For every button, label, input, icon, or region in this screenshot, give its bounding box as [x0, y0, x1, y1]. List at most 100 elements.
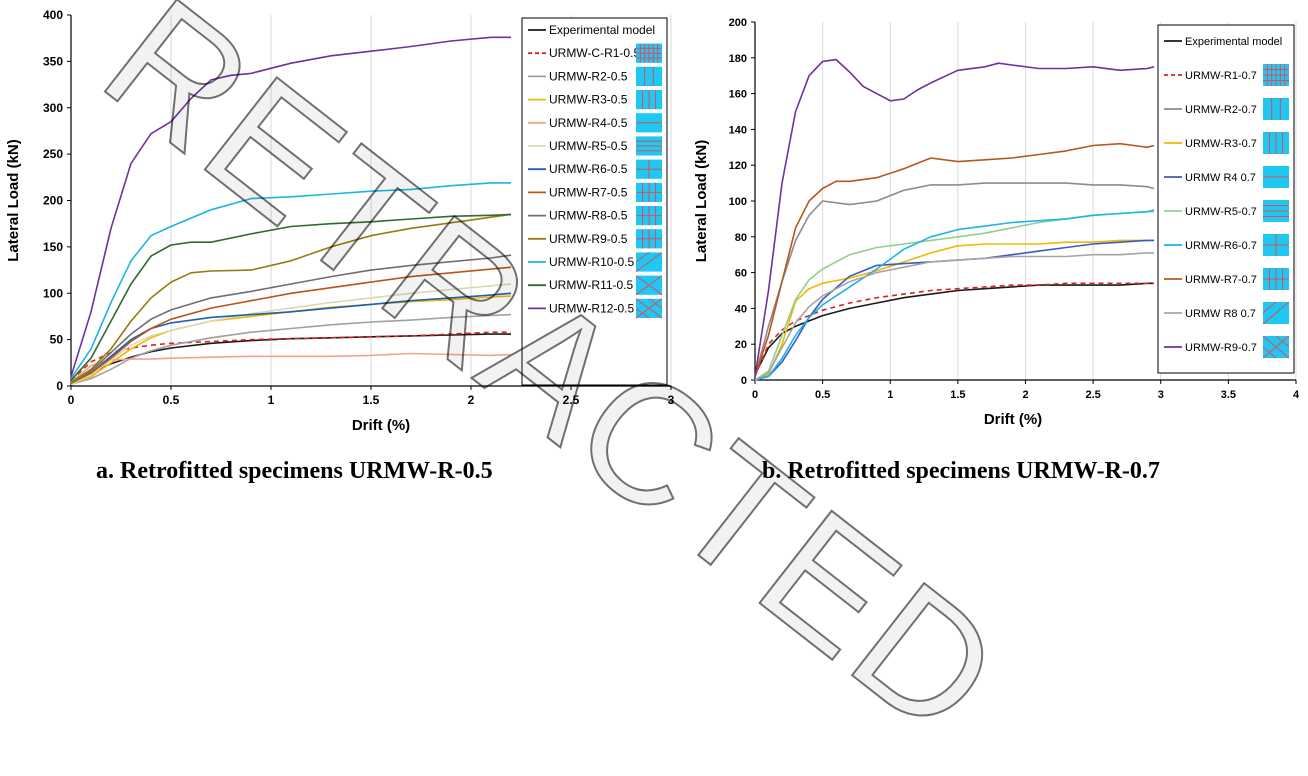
legend-entry: URMW-R5-0.7	[1185, 206, 1257, 218]
series-line	[70, 352, 512, 383]
legend-pattern-icon	[1263, 132, 1289, 154]
y-axis-label: Lateral Load (kN)	[5, 139, 22, 262]
x-tick-label: 3	[1158, 389, 1164, 401]
legend-entry: URMW-R8-0.5	[549, 209, 628, 223]
series-line	[70, 283, 512, 385]
series-line	[754, 142, 1155, 377]
caption-chart-b: b. Retrofitted specimens URMW-R-0.7	[762, 458, 1160, 484]
legend-entry: URMW-R1-0.7	[1185, 70, 1257, 82]
legend-entry: URMW-C-R1-0.5	[549, 46, 640, 60]
legend-entry: URMW-R3-0.7	[1185, 138, 1257, 150]
legend-entry: URMW-R5-0.5	[549, 139, 628, 153]
legend-pattern-icon	[636, 182, 662, 202]
y-tick-label: 120	[729, 160, 747, 172]
y-tick-label: 160	[729, 89, 747, 101]
legend-pattern-icon	[635, 251, 663, 273]
legend-pattern-icon	[635, 275, 663, 296]
y-tick-label: 250	[43, 147, 63, 161]
y-tick-label: 80	[735, 232, 747, 244]
x-tick-label: 2	[468, 393, 475, 407]
legend-entry: URMW-R3-0.5	[549, 93, 628, 107]
legend-pattern-icon	[636, 159, 662, 179]
series-line	[70, 182, 511, 380]
legend-entry: URMW R8 0.7	[1185, 308, 1256, 320]
y-tick-label: 400	[43, 8, 63, 22]
y-tick-label: 0	[56, 379, 63, 393]
legend-pattern-icon	[1263, 200, 1289, 222]
chart-a: 0 50 100 150 200 250 300 350 400 0 0.5 1 1.5 2 2.5 3 Dri…	[5, 8, 675, 434]
y-tick-label: 140	[729, 124, 747, 136]
legend-entry: URMW-R2-0.5	[549, 69, 628, 83]
y-tick-label: 200	[729, 17, 747, 29]
legend-pattern-icon	[636, 113, 662, 133]
legend-pattern-icon	[1262, 301, 1290, 325]
y-tick-label: 100	[729, 196, 747, 208]
y-tick-label: 180	[729, 53, 747, 65]
legend-entry: URMW R4 0.7	[1185, 172, 1256, 184]
y-tick-label: 50	[50, 333, 64, 347]
series-line	[754, 210, 1154, 381]
x-tick-label: 4	[1293, 389, 1300, 401]
x-tick-label: 3	[668, 393, 675, 407]
series-line	[754, 282, 1154, 377]
legend-pattern-icon	[636, 206, 662, 226]
x-tick-label: 1	[268, 393, 275, 407]
y-tick-label: 60	[735, 268, 747, 280]
x-tick-label: 1	[887, 389, 893, 401]
legend-entry: URMW-R2-0.7	[1185, 104, 1257, 116]
legend-pattern-icon	[1263, 166, 1289, 188]
legend-pattern-icon	[1263, 64, 1289, 86]
y-tick-label: 350	[43, 54, 63, 68]
legend-entry: URMW-R7-0.5	[549, 185, 628, 199]
series-line	[70, 333, 511, 383]
x-tick-label: 2.5	[1085, 389, 1100, 401]
series-line	[70, 313, 512, 385]
y-tick-label: 150	[43, 240, 63, 254]
legend-entry: Experimental model	[549, 23, 655, 37]
series-line	[70, 36, 511, 377]
legend-pattern-icon	[636, 90, 662, 110]
series-line	[754, 58, 1155, 377]
x-tick-label: 0	[752, 389, 758, 401]
legend-entry: URMW-R4-0.5	[549, 116, 628, 130]
legend: Experimental model URMW-R1-0.7 URMW-R2-0.7…	[1157, 24, 1295, 374]
legend-pattern-icon	[636, 43, 662, 63]
series-line	[70, 213, 512, 383]
series-line	[754, 282, 1154, 375]
figure: 0 50 100 150 200 250 300 350 400 0 0.5 1 1.5 2 2.5 3 Dri…	[5, 8, 1300, 434]
series-line	[70, 213, 512, 381]
legend-entry: URMW-R10-0.5	[549, 255, 634, 269]
legend-pattern-icon	[636, 136, 662, 156]
x-axis-label: Drift (%)	[352, 417, 410, 434]
y-tick-label: 100	[43, 286, 63, 300]
series-line	[70, 254, 512, 384]
series-line	[70, 266, 512, 384]
series-line	[754, 239, 1154, 381]
series-line	[754, 182, 1155, 377]
y-tick-label: 300	[43, 101, 63, 115]
y-tick-label: 40	[735, 303, 747, 315]
series-line	[754, 209, 1155, 381]
legend-entry: Experimental model	[1185, 36, 1282, 48]
legend-pattern-icon	[636, 66, 662, 86]
legend-pattern-icon	[635, 298, 663, 319]
x-tick-label: 1.5	[363, 393, 380, 407]
legend-pattern-icon	[1263, 234, 1289, 256]
y-axis-label: Lateral Load (kN)	[693, 140, 710, 263]
x-tick-label: 0.5	[163, 393, 180, 407]
x-tick-label: 1.5	[950, 389, 965, 401]
series-line	[754, 252, 1154, 381]
legend-entry: URMW-R9-0.7	[1185, 342, 1257, 354]
series-line	[70, 295, 512, 385]
legend-entry: URMW-R6-0.7	[1185, 240, 1257, 252]
x-tick-label: 3.5	[1221, 389, 1236, 401]
x-axis-label: Drift (%)	[984, 411, 1042, 428]
x-tick-label: 2	[1022, 389, 1028, 401]
x-tick-label: 0.5	[815, 389, 830, 401]
legend-pattern-icon	[1263, 98, 1289, 120]
legend-entry: URMW-R6-0.5	[549, 162, 628, 176]
legend-entry: URMW-R7-0.7	[1185, 274, 1257, 286]
legend-entry: URMW-R12-0.5	[549, 301, 634, 315]
legend-pattern-icon	[1262, 335, 1290, 359]
legend-pattern-icon	[1263, 268, 1289, 290]
